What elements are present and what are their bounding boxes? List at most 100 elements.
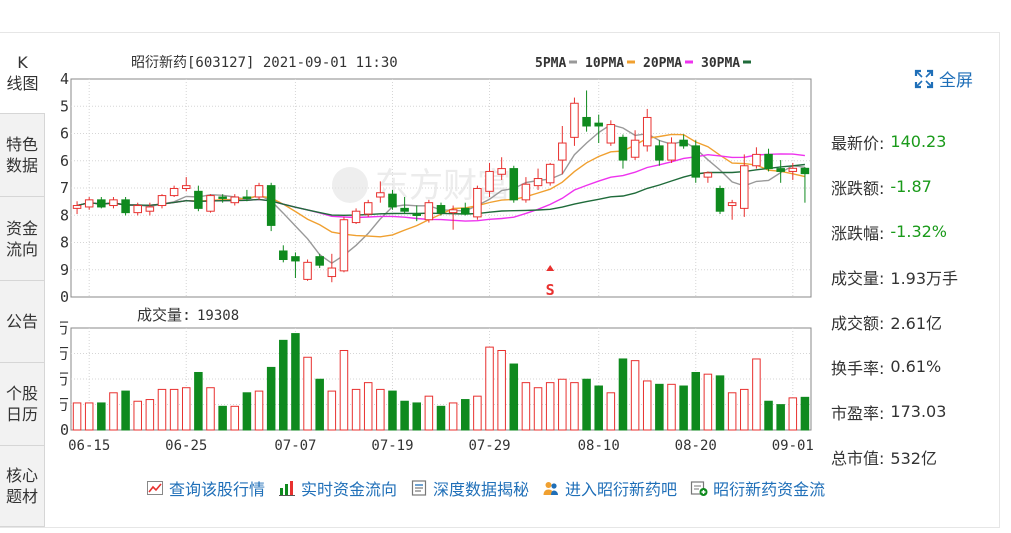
candle-body [521, 183, 531, 201]
volume-bar [448, 402, 458, 431]
quote-stats-panel: 最新价: 140.23 涨跌额: -1.87 涨跌幅: -1.32% 成交量: 1.93万手成… [831, 119, 1001, 479]
volume-bar [776, 404, 785, 431]
candle-body [315, 256, 324, 266]
volume-bar [206, 387, 215, 431]
candle-body [788, 167, 798, 172]
stat-row: 成交量: 1.93万手 [831, 254, 1001, 299]
quick-link-label: 查询该股行情 [169, 480, 266, 499]
candle-body [400, 207, 409, 212]
quick-link-label: 昭衍新药资金流 [713, 480, 826, 499]
quick-link[interactable]: 实时资金流向 [278, 476, 397, 500]
candle-body [72, 205, 82, 209]
stat-value: 140.23 [890, 132, 947, 151]
candle-body [473, 187, 482, 218]
volume-bar [800, 396, 810, 431]
candle-body [133, 205, 142, 214]
candle-body [339, 219, 349, 272]
quick-link[interactable]: 昭衍新药资金流 [690, 476, 825, 500]
candle-body [740, 165, 749, 209]
candle-body [351, 210, 361, 224]
candle-body [800, 167, 810, 175]
candle-body [424, 202, 434, 221]
stat-row: 涨跌额: -1.87 [831, 164, 1001, 209]
frame-top-border [0, 32, 1000, 33]
x-tick-label: 09-01 [772, 438, 814, 454]
expand-icon [914, 69, 934, 88]
volume-bar [327, 390, 337, 431]
volume-bar [351, 388, 361, 431]
volume-bar [788, 397, 798, 431]
candle-body [655, 145, 664, 161]
candle-body [242, 196, 252, 199]
candle-body [752, 153, 761, 167]
volume-bar [497, 349, 506, 431]
volume-bar [461, 399, 470, 431]
legend-entry: 5PMA [535, 56, 566, 71]
stat-value: 173.03 [890, 402, 947, 421]
volume-bar [363, 382, 373, 431]
volume-bar [679, 385, 688, 431]
volume-bar [655, 383, 664, 431]
tab-fund-flow[interactable]: 资金 流向 [0, 197, 45, 281]
marker-arrow [546, 265, 555, 271]
candle-body [618, 136, 628, 161]
volume-bar [400, 400, 409, 431]
price-tick-label: 135.17 [60, 179, 69, 197]
volume-tick-label: 1.51万 [60, 396, 69, 414]
candle-body [558, 142, 567, 161]
tab-core-theme[interactable]: 核心 题材 [0, 446, 45, 527]
quick-link[interactable]: 进入昭衍新药吧 [542, 476, 677, 500]
stat-value: 2.61亿 [890, 313, 943, 333]
volume-bar [642, 380, 652, 431]
volume-bar [509, 363, 519, 431]
volume-bar [727, 392, 737, 431]
volume-bar [169, 388, 179, 431]
candle-body [533, 178, 543, 187]
candles [72, 90, 810, 283]
candle-body [291, 256, 300, 262]
legend-entry: 10PMA [585, 56, 624, 71]
volume-bar [618, 358, 628, 431]
candle-body [218, 196, 227, 199]
candle-body [630, 139, 640, 158]
candle-body [497, 168, 506, 175]
people-icon [543, 482, 559, 495]
volume-bar [570, 382, 579, 431]
fullscreen-button[interactable]: 全屏 [914, 66, 973, 91]
tab-stock-calendar[interactable]: 个股 日历 [0, 363, 45, 446]
volume-title: 成交量: [137, 306, 191, 324]
volume-bar [412, 402, 421, 431]
tab-special-data[interactable]: 特色 数据 [0, 114, 45, 197]
volume-bar [339, 349, 349, 431]
volume-bar [545, 382, 555, 431]
x-tick-label: 07-29 [468, 438, 510, 454]
stat-label: 成交量: [831, 268, 885, 288]
volume-bar [376, 388, 385, 431]
candle-body [764, 153, 773, 170]
price-tick-label: 96.80 [60, 288, 69, 306]
volume-bar [121, 390, 130, 431]
legend-entry: 30PMA [701, 56, 740, 71]
quick-link[interactable]: 深度数据揭秘 [410, 476, 529, 500]
candle-body [109, 199, 118, 207]
stat-value: 532亿 [890, 448, 937, 468]
candle-body [279, 250, 288, 261]
volume-bar [558, 378, 567, 431]
tab-announcement[interactable]: 公告 [0, 281, 45, 363]
legend-entry: 20PMA [643, 56, 682, 71]
volume-bar [109, 392, 118, 431]
volume-tick-label: 3.02万 [60, 370, 69, 388]
quick-link[interactable]: 查询该股行情 [146, 476, 265, 500]
x-tick-label: 07-19 [371, 438, 413, 454]
candle-body [145, 206, 155, 212]
bar-chart-icon [279, 481, 296, 496]
volume-bar [84, 402, 94, 431]
volume-bar [594, 385, 603, 431]
side-tab-bar: K 线图 特色 数据 资金 流向 公告 个股 日历 核心 题材 [0, 33, 46, 527]
x-tick-label: 06-15 [68, 438, 110, 454]
money-flow-icon [690, 481, 708, 496]
volume-bar [218, 405, 227, 431]
candle-body [169, 187, 179, 197]
stat-label: 总市值: [831, 448, 885, 468]
tab-kline[interactable]: K 线图 [0, 33, 45, 114]
